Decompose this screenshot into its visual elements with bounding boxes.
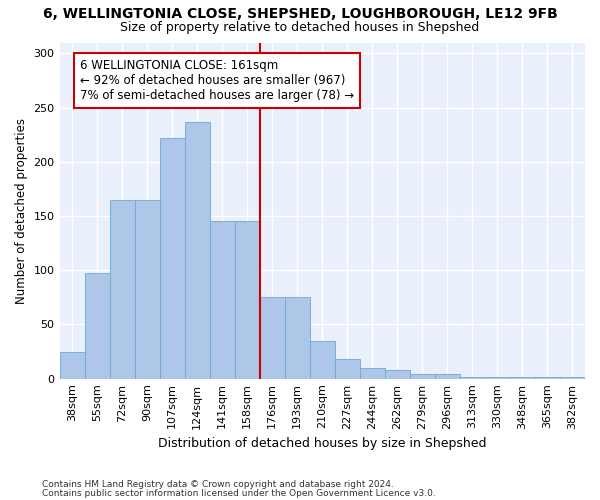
Text: 6 WELLINGTONIA CLOSE: 161sqm
← 92% of detached houses are smaller (967)
7% of se: 6 WELLINGTONIA CLOSE: 161sqm ← 92% of de… (80, 59, 353, 102)
Bar (285, 298, 310, 378)
Bar (435, 374, 460, 378)
Bar (460, 376, 485, 378)
Bar (185, 122, 209, 378)
Bar (560, 376, 585, 378)
Bar (535, 376, 560, 378)
Bar (85, 274, 110, 378)
X-axis label: Distribution of detached houses by size in Shepshed: Distribution of detached houses by size … (158, 437, 487, 450)
Bar (510, 376, 535, 378)
Bar (485, 376, 510, 378)
Bar (335, 359, 360, 378)
Bar (59, 352, 85, 378)
Bar (410, 374, 435, 378)
Bar (235, 222, 260, 378)
Text: Size of property relative to detached houses in Shepshed: Size of property relative to detached ho… (121, 21, 479, 34)
Bar (360, 368, 385, 378)
Bar (160, 138, 185, 378)
Y-axis label: Number of detached properties: Number of detached properties (15, 118, 28, 304)
Bar (385, 370, 410, 378)
Bar (310, 340, 335, 378)
Bar (110, 200, 134, 378)
Bar (260, 298, 285, 378)
Bar (209, 222, 235, 378)
Text: Contains HM Land Registry data © Crown copyright and database right 2024.: Contains HM Land Registry data © Crown c… (42, 480, 394, 489)
Text: Contains public sector information licensed under the Open Government Licence v3: Contains public sector information licen… (42, 488, 436, 498)
Bar (134, 200, 160, 378)
Text: 6, WELLINGTONIA CLOSE, SHEPSHED, LOUGHBOROUGH, LE12 9FB: 6, WELLINGTONIA CLOSE, SHEPSHED, LOUGHBO… (43, 8, 557, 22)
